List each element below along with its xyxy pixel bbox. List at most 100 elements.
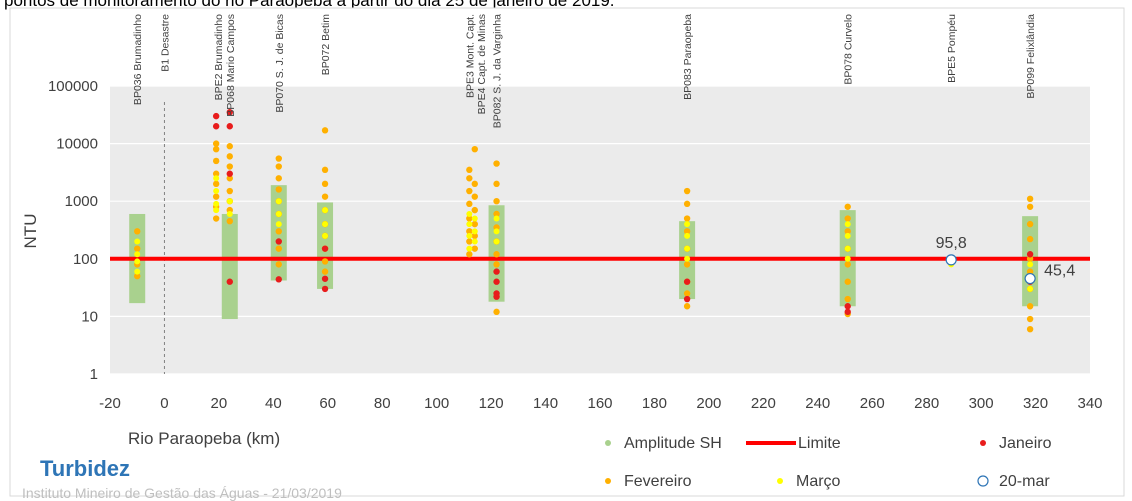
data-point-fevereiro [466, 228, 473, 235]
data-point-fevereiro [1026, 195, 1034, 203]
data-point-fevereiro [493, 210, 500, 218]
x-tick-label: 120 [479, 395, 504, 412]
data-point-janeiro [844, 308, 851, 316]
data-point-fevereiro [226, 153, 233, 160]
station-label: BP068 Mario Campos [225, 14, 237, 117]
legend-label: Fevereiro [624, 473, 692, 490]
data-point-fevereiro [226, 187, 233, 195]
data-points [134, 109, 1036, 333]
y-tick-label: 10 [81, 308, 98, 325]
data-point-20-mar [1024, 272, 1036, 285]
data-point-fevereiro [493, 261, 500, 268]
data-point-fevereiro [1026, 220, 1034, 228]
data-point-fevereiro [212, 145, 220, 153]
data-point-fevereiro [466, 251, 473, 258]
data-point-marco [322, 221, 329, 228]
station-label: BP078 Curvelo [843, 14, 855, 85]
station-label: BP082 S. J. da Varginha [492, 14, 504, 128]
data-point-fevereiro [226, 217, 233, 225]
x-tick-label: 80 [374, 395, 391, 412]
data-point-marco [213, 200, 220, 207]
data-point-fevereiro [275, 186, 282, 193]
station-label: BP070 S. J. de Bicas [274, 14, 286, 113]
data-point-janeiro [226, 278, 233, 285]
data-point-fevereiro [466, 200, 473, 208]
data-point-fevereiro [844, 203, 851, 210]
x-tick-label: 100 [424, 395, 449, 412]
data-point-marco [466, 245, 473, 252]
data-point-fevereiro [1026, 315, 1034, 323]
y-tick-label: 1000 [65, 193, 98, 210]
data-point-fevereiro [471, 180, 478, 188]
data-point-marco [134, 238, 141, 245]
station-label: BP099 Felixlândia [1025, 14, 1037, 99]
y-tick-label: 1 [90, 366, 98, 383]
x-tick-label: -20 [99, 395, 121, 412]
data-point-fevereiro [844, 278, 851, 285]
amplitude-band [221, 213, 238, 320]
data-point-marco [493, 215, 500, 222]
data-point-fevereiro [212, 215, 220, 222]
x-tick-label: 60 [319, 395, 336, 412]
gridlines [110, 85, 1090, 375]
data-point-janeiro [321, 275, 329, 282]
data-point-janeiro [226, 109, 233, 116]
data-point-fevereiro [493, 308, 500, 316]
data-point-fevereiro [466, 238, 473, 245]
data-point-marco [1027, 261, 1034, 268]
legend-marker [980, 440, 986, 446]
data-point-janeiro [683, 278, 691, 285]
x-tick-label: 340 [1077, 395, 1102, 412]
data-point-fevereiro [683, 187, 691, 195]
data-point-fevereiro [1026, 303, 1034, 310]
data-point-fevereiro [683, 200, 691, 208]
data-point-marco [226, 198, 233, 205]
data-point-marco [134, 268, 141, 275]
data-point-fevereiro [683, 215, 691, 222]
data-point-marco [275, 221, 282, 228]
data-point-fevereiro [212, 157, 220, 165]
legend-label: Amplitude SH [624, 435, 722, 452]
data-point-janeiro [321, 245, 329, 252]
data-point-janeiro [1026, 251, 1034, 258]
data-point-fevereiro [321, 180, 329, 188]
legend-marker [605, 440, 611, 446]
x-tick-label: 180 [642, 395, 667, 412]
legend-label: 20-mar [999, 473, 1050, 490]
data-point-marco [471, 215, 478, 222]
data-point-marco [275, 198, 282, 205]
data-point-fevereiro [471, 220, 478, 228]
data-point-fevereiro [321, 193, 329, 200]
data-point-fevereiro [683, 261, 691, 268]
data-point-marco [466, 232, 473, 239]
data-point-fevereiro [844, 295, 851, 303]
data-point-marco [684, 221, 691, 228]
data-point-janeiro [844, 303, 851, 310]
data-point-janeiro [493, 268, 500, 275]
data-point-fevereiro [321, 166, 329, 174]
station-label: B1 Desastre [159, 14, 171, 72]
y-tick-label: 100 [73, 251, 98, 268]
x-tick-label: 200 [696, 395, 721, 412]
x-tick-label: 260 [860, 395, 885, 412]
data-point-marco [213, 207, 220, 214]
data-point-marco [684, 255, 691, 262]
data-point-fevereiro [275, 155, 282, 162]
station-label: BP036 Brumadinho [132, 14, 144, 105]
y-axis-title: NTU [21, 214, 40, 249]
x-tick-label: 140 [533, 395, 558, 412]
legend-marker [977, 475, 989, 487]
x-tick-labels: -20 0 20 40 60 80 100 120 140 160 180 200 220 240 260 2… [99, 395, 1102, 412]
data-point-fevereiro [275, 245, 282, 252]
data-point-marco [213, 188, 220, 195]
data-point-marco [844, 221, 851, 228]
data-point-marco [226, 210, 233, 217]
data-point-fevereiro [275, 261, 282, 268]
data-point-janeiro [226, 123, 233, 130]
brand-title: Turbidez [40, 456, 130, 481]
x-tick-label: 40 [265, 395, 282, 412]
data-point-marco [493, 228, 500, 235]
data-point-fevereiro [493, 160, 500, 167]
data-point-fevereiro [226, 143, 233, 150]
data-point-marco [471, 228, 478, 235]
